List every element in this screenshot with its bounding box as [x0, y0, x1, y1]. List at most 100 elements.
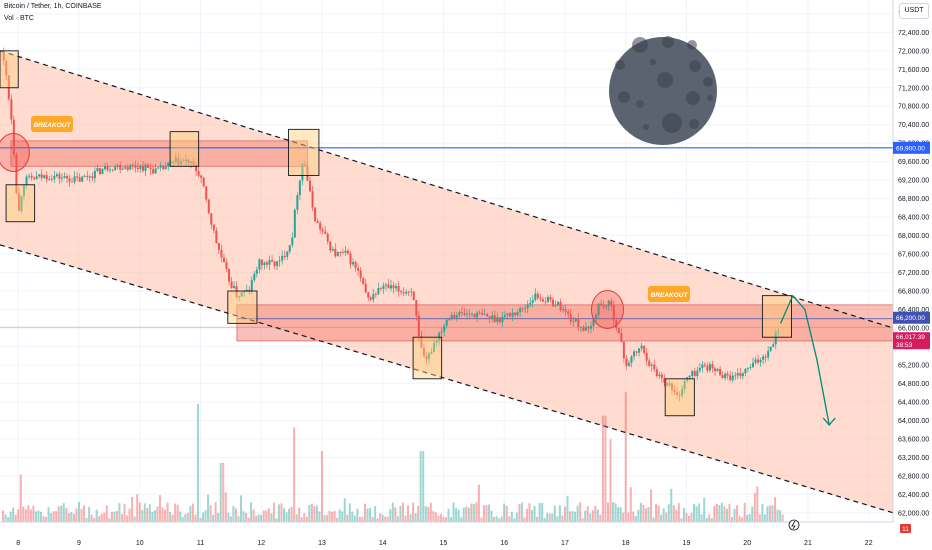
volume-bar — [366, 508, 369, 522]
candle-body — [17, 193, 20, 211]
volume-indicator-label[interactable]: Vol · BTC — [4, 15, 34, 22]
candle-body — [678, 394, 681, 396]
candle-body — [554, 305, 557, 307]
volume-bar — [252, 509, 255, 522]
candle-body — [658, 374, 661, 377]
price-tick-label: 66,000.00 — [898, 325, 929, 332]
volume-bar — [353, 515, 356, 522]
volume-bar — [85, 518, 88, 522]
volume-bar — [751, 506, 754, 522]
volume-bar — [637, 509, 640, 522]
volume-bar — [682, 507, 685, 522]
volume-bar — [47, 507, 50, 522]
volume-bar — [427, 507, 430, 522]
volume-bar — [652, 517, 655, 522]
candle-body — [445, 319, 448, 326]
candle-body — [405, 291, 408, 294]
candle-body — [319, 222, 322, 230]
volume-bar — [181, 517, 184, 522]
volume-bar — [381, 514, 384, 522]
volume-bar — [343, 498, 346, 522]
volume-bar — [57, 506, 60, 522]
volume-bar — [265, 510, 268, 522]
breakout-circle — [0, 132, 30, 172]
volume-bar — [105, 505, 108, 522]
candle-body — [167, 162, 170, 167]
candle-body — [731, 375, 734, 381]
candle-body — [12, 119, 15, 155]
candle-body — [119, 165, 122, 170]
candle-body — [152, 169, 155, 174]
candle-body — [592, 318, 595, 326]
candle-body — [207, 199, 210, 214]
candle-body — [10, 98, 13, 120]
candle-body — [177, 157, 180, 165]
volume-bar — [158, 495, 161, 522]
candle-body — [301, 164, 304, 181]
touch-point-box — [664, 378, 695, 417]
candle-body — [25, 176, 28, 185]
candle-body — [574, 318, 577, 322]
candle-body — [714, 368, 717, 372]
support-resistance-zone — [10, 140, 308, 167]
volume-bar — [452, 502, 455, 522]
volume-bar — [229, 516, 232, 522]
touch-point-box — [5, 184, 36, 223]
candle-body — [159, 165, 162, 168]
candle-body — [759, 359, 762, 363]
volume-bar — [419, 451, 422, 522]
volume-bar — [510, 511, 513, 522]
candle-body — [443, 325, 446, 332]
candle-body — [716, 368, 719, 372]
candle-body — [691, 371, 694, 376]
volume-bar — [470, 503, 473, 522]
candle-body — [734, 375, 737, 377]
volume-bar — [308, 504, 311, 522]
moon-crater — [687, 40, 697, 50]
candle-body — [192, 161, 195, 166]
volume-bar — [315, 505, 318, 522]
symbol-title[interactable]: Bitcoin / Tether, 1h, COINBASE — [4, 3, 102, 10]
candle-body — [162, 165, 165, 170]
candle-body — [341, 252, 344, 253]
volume-bar — [639, 502, 642, 522]
candle-body — [582, 326, 585, 331]
candle-body — [235, 286, 238, 298]
moon-crater — [662, 113, 682, 133]
candle-body — [726, 373, 729, 376]
candle-body — [562, 309, 565, 311]
date-tick-label: 11 — [197, 540, 204, 547]
volume-bar — [596, 509, 599, 522]
volume-bar — [9, 511, 12, 522]
candle-body — [390, 285, 393, 289]
candle-body — [698, 367, 701, 371]
current-price-tag: 66,017.39 — [896, 334, 925, 341]
candle-body — [195, 165, 198, 172]
volume-bar — [376, 518, 379, 522]
currency-button[interactable]: USDT — [899, 3, 929, 19]
volume-bar — [753, 492, 756, 522]
candle-body — [435, 340, 438, 343]
volume-bar — [239, 495, 242, 522]
candle-body — [238, 296, 241, 298]
date-tick-label: 15 — [440, 540, 448, 547]
candle-body — [402, 292, 405, 294]
volume-bar — [40, 511, 43, 522]
volume-bar — [500, 516, 503, 522]
candle-body — [777, 331, 780, 333]
candle-body — [43, 175, 46, 178]
candle-body — [539, 298, 542, 300]
candle-body — [708, 364, 711, 371]
candle-body — [660, 374, 663, 378]
volume-bar — [414, 513, 417, 522]
volume-bar — [50, 513, 53, 522]
volume-bar — [644, 508, 647, 522]
volume-bar — [563, 506, 566, 522]
volume-bar — [115, 510, 118, 522]
breakout-label-1-box — [31, 116, 73, 132]
volume-bar — [536, 516, 539, 522]
candle-body — [169, 162, 172, 163]
candle-body — [298, 180, 301, 196]
candle-body — [93, 170, 96, 179]
